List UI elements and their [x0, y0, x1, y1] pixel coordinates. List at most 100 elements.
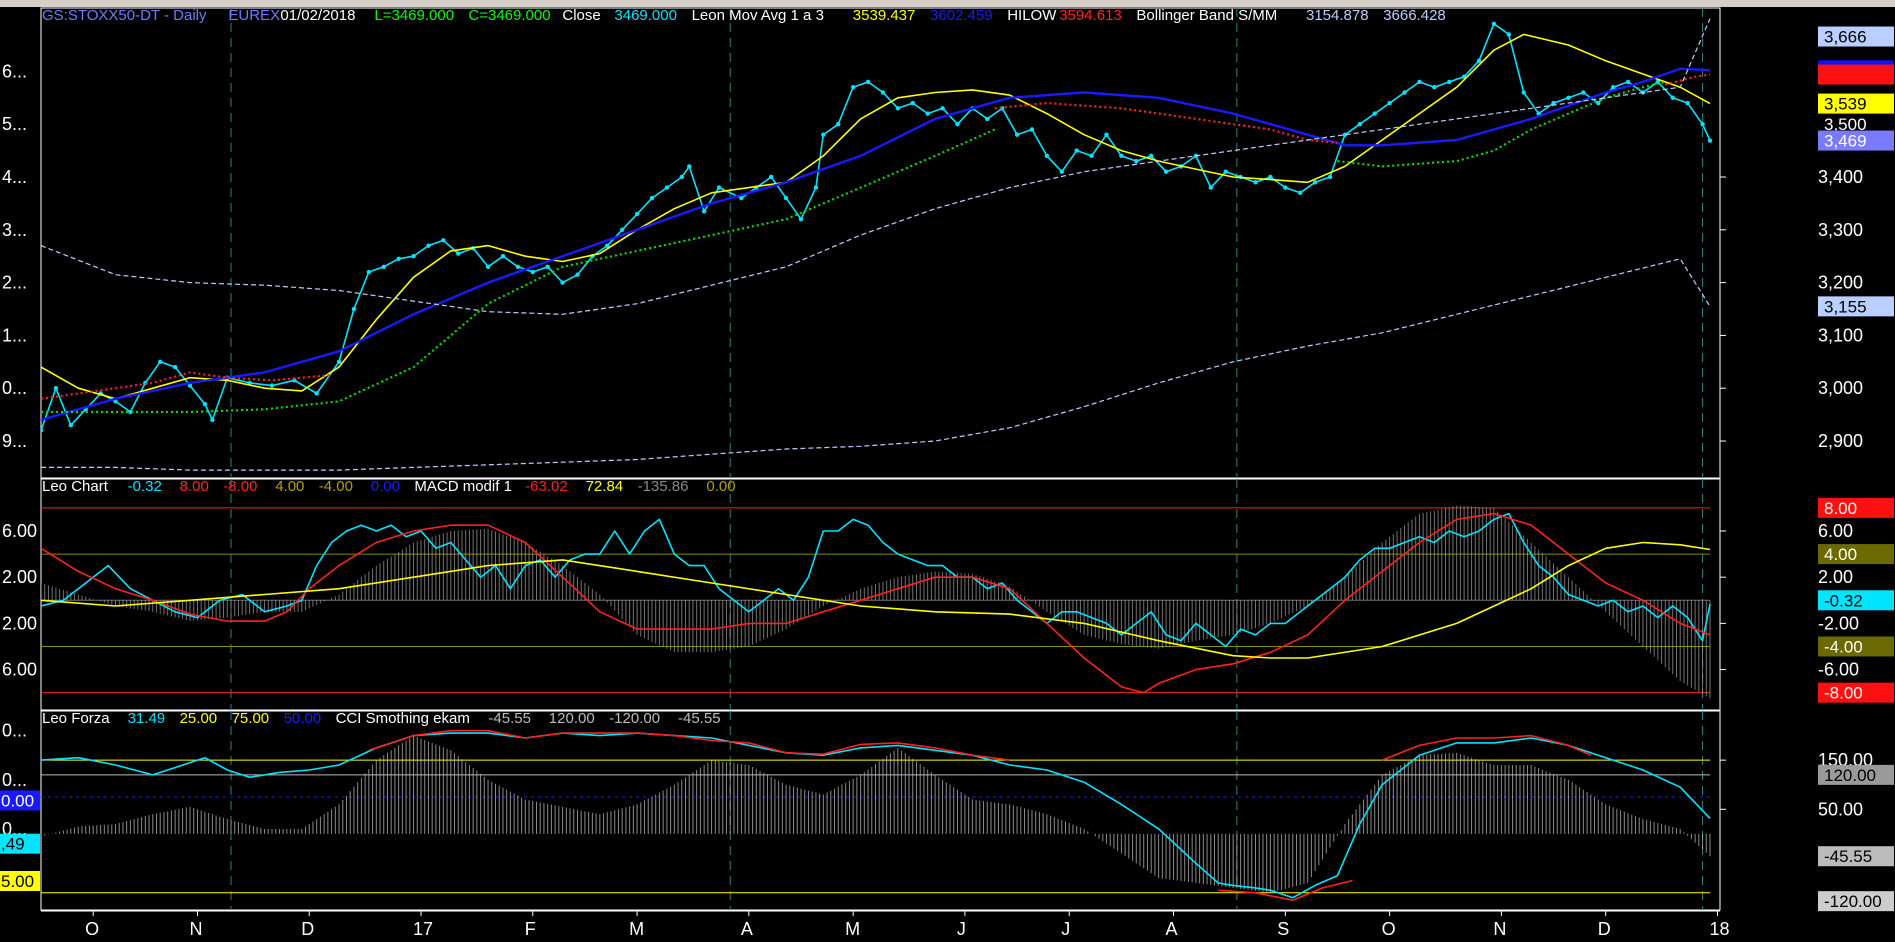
x-tick-label: O: [85, 919, 99, 939]
data-point: [1089, 153, 1094, 159]
left-tick-label: 2.00: [2, 567, 37, 587]
legend-item: 50.00: [284, 710, 322, 727]
data-point: [1104, 132, 1109, 137]
value-tag: [1818, 764, 1894, 785]
data-point: [381, 264, 386, 269]
data-point: [1625, 79, 1631, 85]
left-tick-label: 0...: [2, 378, 27, 398]
left-tick-label: 3...: [2, 220, 27, 240]
x-tick-label: J: [957, 919, 966, 939]
legend-item: Bollinger Band S/MM: [1136, 7, 1277, 24]
left-tick-label: 6.00: [2, 521, 37, 541]
data-point: [910, 100, 915, 106]
data-point: [813, 185, 819, 190]
data-point: [560, 280, 565, 285]
data-point: [940, 106, 945, 111]
y-tick-label: 3,100: [1818, 325, 1863, 345]
value-tag-label: 3,666: [1824, 28, 1867, 47]
y-tick-label: 6.00: [1818, 521, 1853, 541]
left-tick-label: 1...: [2, 325, 27, 345]
data-point: [1223, 169, 1228, 174]
data-point: [1447, 79, 1452, 85]
data-point: [530, 269, 535, 275]
legend-item: 8.00: [180, 478, 209, 495]
value-tag-label: -4.00: [1824, 637, 1863, 656]
data-point: [1670, 95, 1675, 100]
data-point: [1357, 121, 1363, 127]
legend-item: Leon Mov Avg 1 a 3: [692, 7, 824, 24]
legend-item: C=3469.000: [468, 7, 550, 24]
data-point: [836, 121, 841, 127]
x-axis: O N D 17 F M A M J J A S O N D 18: [41, 910, 1729, 939]
legend-item: L=3469.000: [374, 7, 454, 24]
data-point: [716, 185, 722, 190]
data-point: [1059, 169, 1064, 174]
data-point: [679, 174, 684, 180]
panel-plot-area: [41, 479, 1711, 710]
data-point: [1342, 132, 1348, 137]
data-point: [1417, 79, 1422, 85]
y-tick-label: 3,300: [1818, 220, 1863, 240]
data-point: [426, 243, 431, 248]
data-point: [925, 111, 930, 116]
y-tick-label: 50.00: [1818, 799, 1863, 819]
left-tick-label: 0...: [2, 721, 27, 741]
data-point: [1148, 153, 1154, 159]
left-tick-label: 9...: [2, 431, 27, 451]
data-point: [1372, 111, 1377, 116]
data-point: [1327, 174, 1333, 180]
data-point: [210, 417, 215, 423]
y-tick-label: 2,900: [1818, 431, 1863, 451]
series-line-macd-modif-1: [41, 541, 1711, 659]
data-point: [1566, 95, 1571, 100]
y-tick-label: -6.00: [1818, 660, 1859, 680]
data-point: [1491, 21, 1497, 27]
y-tick-label: 2.00: [1818, 567, 1853, 587]
value-tag: [1818, 590, 1894, 611]
data-point: [411, 254, 416, 259]
data-point: [1134, 158, 1139, 164]
x-tick-label: M: [845, 919, 860, 939]
left-value-tag: [0, 871, 40, 892]
data-point: [798, 217, 804, 222]
data-point: [634, 211, 640, 217]
legend-item: -45.55: [488, 710, 531, 727]
data-point: [739, 195, 744, 201]
legend-item: EUREX: [228, 7, 280, 24]
value-tag: [1818, 93, 1894, 114]
data-point: [1506, 32, 1512, 37]
data-point: [172, 364, 178, 370]
data-point: [1551, 100, 1556, 106]
left-value-tag-label: 0.00: [1, 791, 34, 810]
series-line-leo-forza: [1381, 734, 1592, 761]
data-point: [880, 90, 886, 95]
data-point: [68, 422, 74, 428]
value-tag-label: 4.00: [1824, 545, 1857, 564]
data-point: [1268, 174, 1273, 180]
value-tag: [1818, 846, 1894, 867]
y-tick-label: 3,400: [1818, 167, 1863, 187]
data-point: [41, 428, 44, 433]
data-point: [1208, 185, 1213, 190]
data-point: [1163, 169, 1169, 174]
value-tag: [1818, 497, 1894, 518]
value-tag-label: -120.00: [1824, 892, 1882, 911]
legend-item: 25.00: [180, 710, 218, 727]
legend-item: 75.00: [232, 710, 270, 727]
data-point: [545, 264, 550, 269]
x-tick-label: A: [741, 919, 753, 939]
data-point: [701, 209, 707, 214]
value-tag: [1818, 26, 1894, 47]
left-tick-label: 0...: [2, 770, 27, 790]
value-tag: [1818, 636, 1894, 657]
data-point: [1707, 138, 1713, 143]
value-tag-label: 120.00: [1824, 766, 1876, 785]
x-tick-label: 17: [413, 919, 433, 939]
data-point: [1312, 180, 1318, 185]
value-tag: [1818, 544, 1894, 565]
legend-item: -120.00: [609, 710, 660, 727]
data-point: [1074, 148, 1079, 153]
data-point: [1581, 90, 1586, 95]
legend-item: 72.84: [586, 478, 624, 495]
